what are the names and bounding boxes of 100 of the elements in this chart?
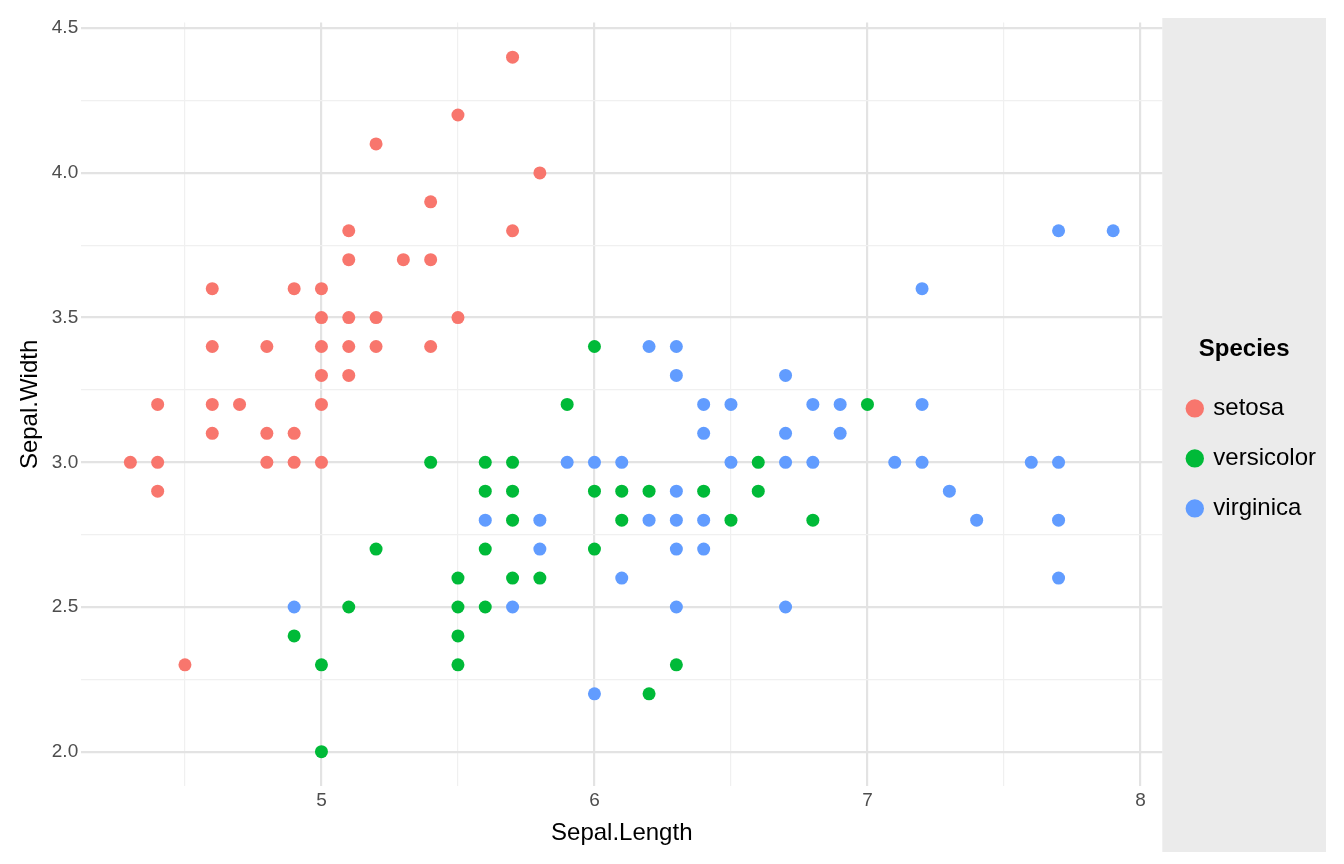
point: [287, 629, 301, 643]
point: [724, 455, 738, 469]
point: [260, 455, 274, 469]
point: [314, 282, 328, 296]
point: [369, 340, 383, 354]
point: [287, 282, 301, 296]
point: [342, 253, 356, 267]
point: [697, 426, 711, 440]
point: [533, 513, 547, 527]
x-tick-label: 8: [1135, 789, 1146, 811]
x-tick-label: 7: [862, 789, 873, 811]
y-tick-label: 4.5: [51, 16, 79, 38]
point: [615, 455, 629, 469]
point: [314, 658, 328, 672]
point: [642, 513, 656, 527]
point: [587, 340, 601, 354]
point: [669, 600, 683, 614]
point: [751, 455, 765, 469]
point: [369, 311, 383, 325]
point: [451, 658, 465, 672]
point: [123, 455, 137, 469]
point: [560, 397, 574, 411]
point: [205, 426, 219, 440]
point: [506, 513, 520, 527]
point: [205, 397, 219, 411]
point: [478, 600, 492, 614]
point: [915, 282, 929, 296]
point: [314, 368, 328, 382]
point: [560, 455, 574, 469]
point: [697, 542, 711, 556]
point: [1052, 224, 1066, 238]
point: [751, 484, 765, 498]
point: [779, 426, 793, 440]
point: [833, 397, 847, 411]
point: [1052, 513, 1066, 527]
point: [287, 455, 301, 469]
x-tick-label: 5: [316, 789, 327, 811]
point: [424, 253, 438, 267]
point: [342, 340, 356, 354]
point: [642, 484, 656, 498]
point: [1052, 455, 1066, 469]
point: [342, 224, 356, 238]
point: [587, 687, 601, 701]
point: [314, 397, 328, 411]
point: [779, 368, 793, 382]
point: [642, 687, 656, 701]
point: [205, 282, 219, 296]
point: [424, 455, 438, 469]
point: [478, 484, 492, 498]
point: [314, 745, 328, 759]
point: [342, 368, 356, 382]
point: [888, 455, 902, 469]
point: [260, 340, 274, 354]
point: [506, 455, 520, 469]
point: [806, 397, 820, 411]
point: [669, 658, 683, 672]
point: [587, 484, 601, 498]
point: [506, 484, 520, 498]
point: [287, 426, 301, 440]
legend-label: versicolor: [1213, 443, 1317, 471]
point: [506, 571, 520, 585]
point: [478, 542, 492, 556]
point: [669, 368, 683, 382]
point: [314, 340, 328, 354]
point: [697, 397, 711, 411]
point: [533, 542, 547, 556]
x-tick-label: 6: [589, 789, 600, 811]
point: [615, 513, 629, 527]
point: [860, 397, 874, 411]
point: [806, 513, 820, 527]
y-tick-label: 3.0: [51, 450, 79, 472]
legend-label: setosa: [1213, 393, 1285, 421]
point: [151, 397, 165, 411]
point: [451, 600, 465, 614]
point: [779, 600, 793, 614]
point: [314, 455, 328, 469]
point: [314, 311, 328, 325]
point: [260, 426, 274, 440]
point: [506, 50, 520, 64]
point: [915, 397, 929, 411]
point: [669, 542, 683, 556]
point: [669, 340, 683, 354]
point: [615, 571, 629, 585]
point: [478, 455, 492, 469]
point: [587, 542, 601, 556]
point: [724, 397, 738, 411]
point: [451, 629, 465, 643]
point: [1106, 224, 1120, 238]
point: [506, 224, 520, 238]
point: [697, 484, 711, 498]
point: [806, 455, 820, 469]
legend-title: Species: [1198, 334, 1290, 362]
point: [151, 455, 165, 469]
point: [342, 600, 356, 614]
point: [178, 658, 192, 672]
point: [669, 484, 683, 498]
point: [1052, 571, 1066, 585]
point: [942, 484, 956, 498]
point: [451, 571, 465, 585]
point: [533, 571, 547, 585]
